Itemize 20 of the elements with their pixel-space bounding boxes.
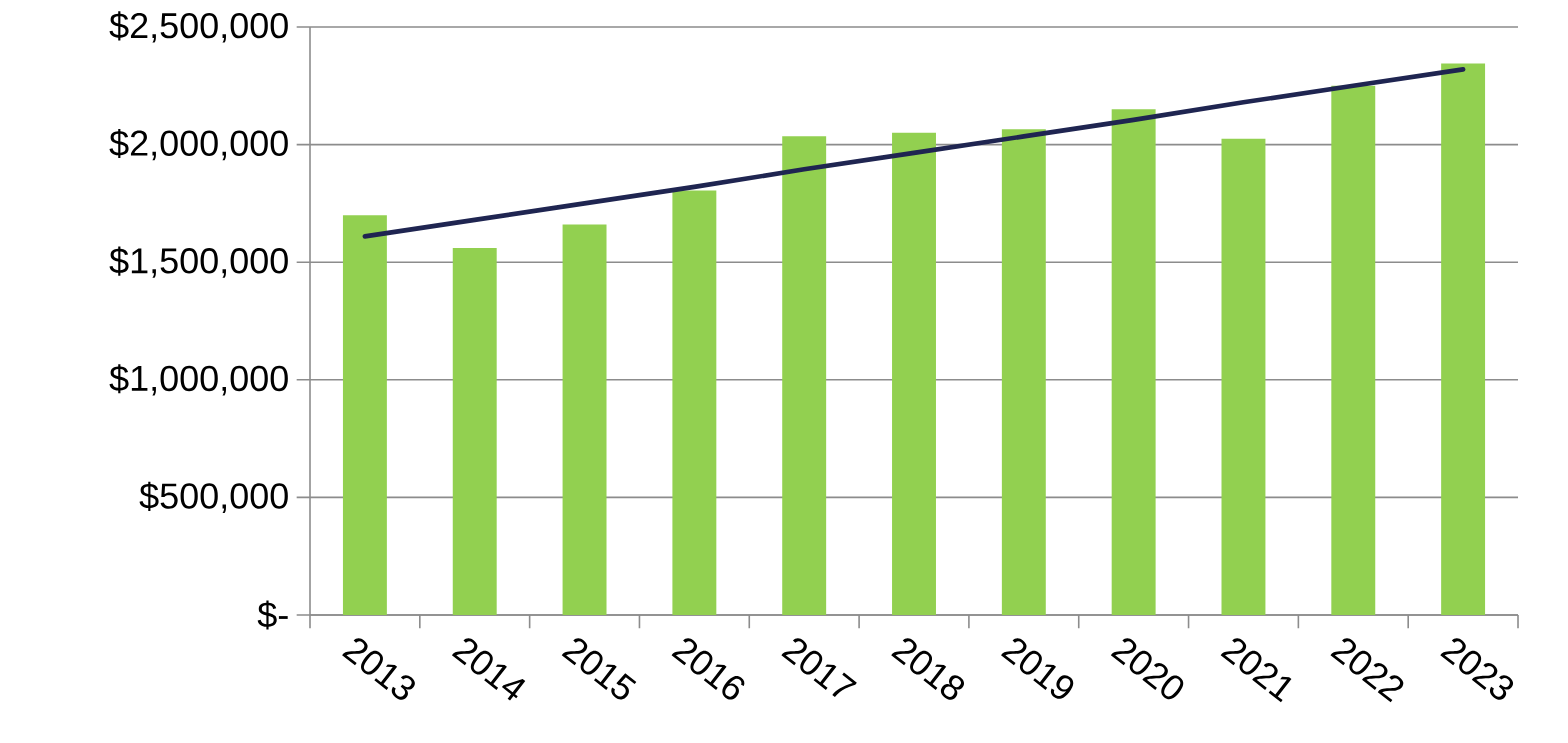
- bar: [1111, 109, 1156, 615]
- y-tick-label: $1,500,000: [109, 246, 288, 278]
- bar: [1331, 85, 1376, 615]
- bar: [892, 132, 936, 615]
- bar: [452, 248, 497, 615]
- y-tick-label: $2,500,000: [109, 11, 288, 43]
- line-series: [362, 66, 1466, 239]
- y-tick-label: $-: [257, 600, 288, 630]
- bar: [1001, 129, 1046, 615]
- bar: [672, 190, 717, 615]
- bar: [1441, 63, 1486, 615]
- x-tick-label: 2019: [1001, 638, 1074, 699]
- y-tick-label: $2,000,000: [109, 128, 288, 161]
- bar: [1221, 138, 1266, 615]
- x-tick-label: 2017: [781, 638, 857, 697]
- y-tick-label: $500,000: [139, 481, 288, 514]
- y-tick-label: $1,000,000: [109, 364, 288, 396]
- bar: [342, 215, 387, 615]
- bar: [782, 136, 827, 615]
- bar: [562, 224, 607, 615]
